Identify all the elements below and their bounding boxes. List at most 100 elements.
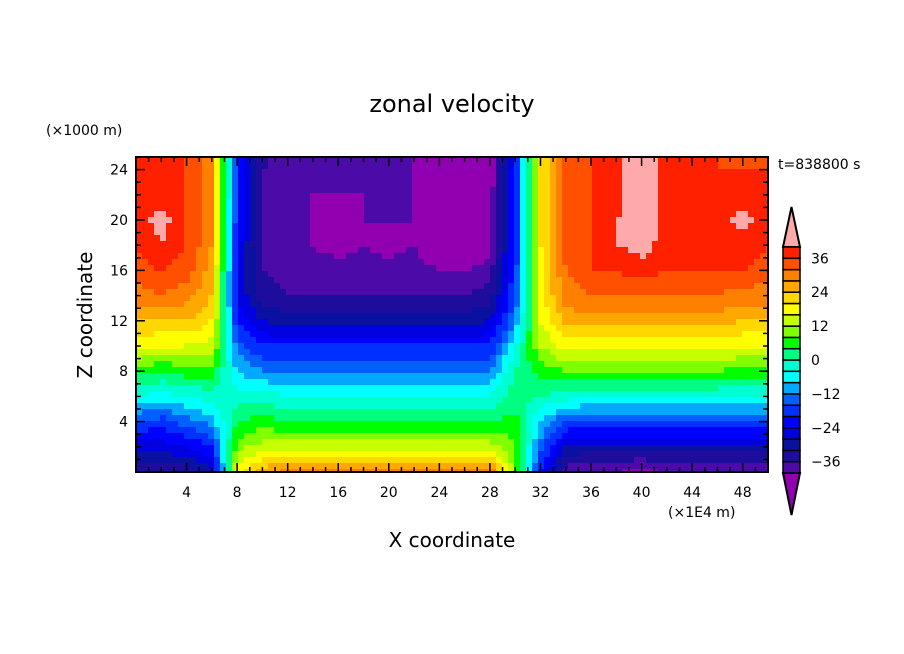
contour-cell: [286, 409, 293, 416]
contour-cell: [706, 187, 713, 194]
contour-cell: [730, 211, 737, 218]
contour-cell: [664, 175, 671, 182]
contour-cell: [184, 277, 191, 284]
contour-cell: [352, 169, 359, 176]
contour-cell: [202, 175, 209, 182]
contour-cell: [670, 319, 677, 326]
contour-cell: [466, 373, 473, 380]
contour-cell: [412, 295, 419, 302]
contour-cell: [394, 325, 401, 332]
contour-cell: [400, 355, 407, 362]
contour-cell: [268, 187, 275, 194]
contour-cell: [442, 277, 449, 284]
contour-cell: [610, 205, 617, 212]
contour-cell: [214, 259, 221, 266]
contour-cell: [142, 271, 149, 278]
contour-cell: [478, 175, 485, 182]
contour-cell: [436, 301, 443, 308]
contour-cell: [508, 355, 515, 362]
contour-cell: [712, 283, 719, 290]
contour-cell: [730, 187, 737, 194]
contour-cell: [232, 379, 239, 386]
contour-cell: [616, 307, 623, 314]
contour-cell: [670, 247, 677, 254]
contour-cell: [250, 181, 257, 188]
contour-cell: [412, 361, 419, 368]
contour-cell: [724, 337, 731, 344]
contour-cell: [568, 337, 575, 344]
contour-cell: [172, 349, 179, 356]
contour-cell: [700, 409, 707, 416]
contour-cell: [628, 433, 635, 440]
contour-cell: [460, 187, 467, 194]
contour-cell: [484, 403, 491, 410]
contour-cell: [508, 271, 515, 278]
contour-cell: [688, 289, 695, 296]
contour-cell: [136, 295, 143, 302]
contour-cell: [442, 235, 449, 242]
contour-cell: [406, 403, 413, 410]
contour-cell: [688, 331, 695, 338]
contour-cell: [256, 169, 263, 176]
contour-cell: [280, 373, 287, 380]
contour-cell: [376, 259, 383, 266]
contour-cell: [394, 259, 401, 266]
contour-cell: [700, 187, 707, 194]
contour-cell: [238, 379, 245, 386]
contour-cell: [634, 169, 641, 176]
contour-cell: [148, 253, 155, 260]
contour-cell: [604, 421, 611, 428]
contour-cell: [160, 331, 167, 338]
contour-cell: [382, 325, 389, 332]
contour-cell: [382, 175, 389, 182]
contour-cell: [274, 421, 281, 428]
contour-cell: [148, 283, 155, 290]
contour-cell: [448, 241, 455, 248]
contour-cell: [736, 217, 743, 224]
contour-cell: [742, 163, 749, 170]
contour-cell: [328, 373, 335, 380]
contour-cell: [700, 229, 707, 236]
contour-cell: [484, 409, 491, 416]
contour-cell: [526, 277, 533, 284]
contour-cell: [202, 373, 209, 380]
contour-cell: [568, 313, 575, 320]
contour-cell: [586, 277, 593, 284]
contour-cell: [496, 205, 503, 212]
contour-cell: [742, 313, 749, 320]
contour-cell: [208, 397, 215, 404]
contour-cell: [172, 295, 179, 302]
contour-cell: [532, 271, 539, 278]
contour-cell: [460, 163, 467, 170]
contour-cell: [160, 427, 167, 434]
contour-cell: [724, 295, 731, 302]
contour-cell: [202, 379, 209, 386]
contour-cell: [334, 373, 341, 380]
contour-cell: [760, 223, 767, 230]
contour-cell: [226, 259, 233, 266]
contour-cell: [454, 199, 461, 206]
contour-cell: [406, 373, 413, 380]
contour-cell: [628, 361, 635, 368]
contour-cell: [160, 409, 167, 416]
contour-cell: [706, 403, 713, 410]
contour-cell: [346, 223, 353, 230]
contour-cell: [712, 181, 719, 188]
contour-cell: [406, 193, 413, 200]
contour-cell: [520, 199, 527, 206]
contour-cell: [280, 313, 287, 320]
contour-cell: [472, 421, 479, 428]
contour-cell: [490, 157, 497, 164]
contour-cell: [256, 337, 263, 344]
contour-cell: [598, 409, 605, 416]
contour-cell: [250, 319, 257, 326]
contour-cell: [472, 199, 479, 206]
contour-cell: [652, 385, 659, 392]
contour-cell: [670, 199, 677, 206]
contour-cell: [478, 379, 485, 386]
contour-cell: [502, 187, 509, 194]
contour-cell: [406, 241, 413, 248]
contour-cell: [526, 319, 533, 326]
contour-cell: [256, 265, 263, 272]
contour-cell: [358, 367, 365, 374]
